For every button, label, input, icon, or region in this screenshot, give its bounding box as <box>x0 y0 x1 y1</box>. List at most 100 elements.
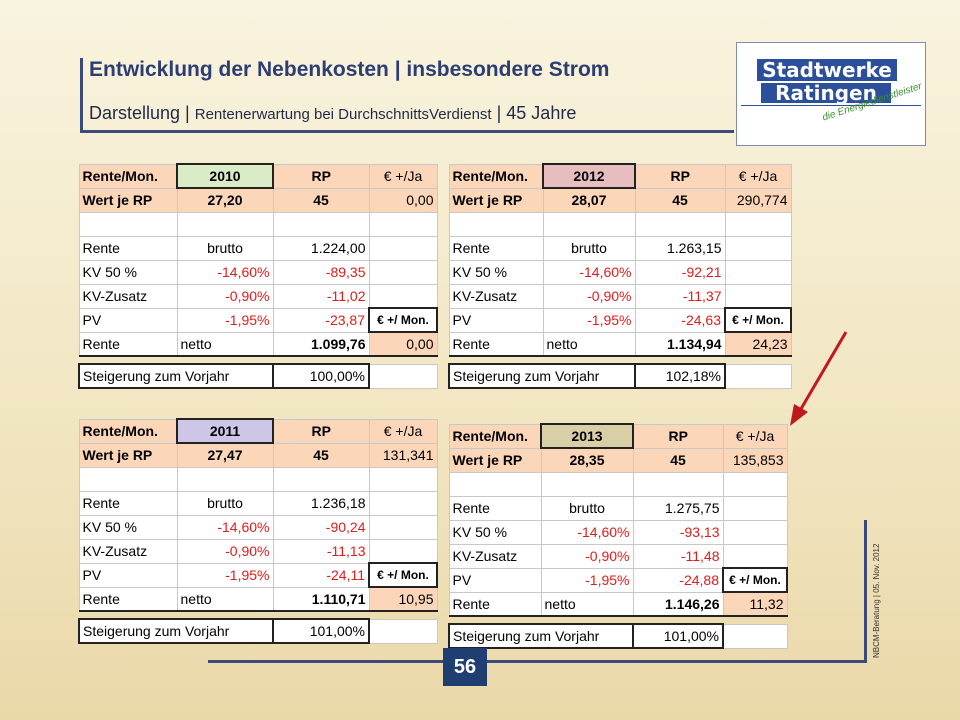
netto-label: Rente <box>448 331 544 357</box>
netto-sub: netto <box>176 586 274 612</box>
diff-ja-value: 290,774 <box>724 187 792 213</box>
row-label: KV-Zusatz <box>78 538 178 564</box>
row-value: 1.236,18 <box>272 490 370 516</box>
netto-diff: 10,95 <box>368 586 438 612</box>
row-value: -11,13 <box>272 538 370 564</box>
row-value: -24,63 <box>634 307 726 333</box>
subtitle-main: Darstellung | <box>89 103 190 123</box>
stadtwerke-logo: Stadtwerke Ratingen die Energiedienstlei… <box>736 42 926 146</box>
row-label: KV-Zusatz <box>448 283 544 309</box>
rente-mon-label: Rente/Mon. <box>78 418 178 444</box>
row-label: Rente <box>448 235 544 261</box>
netto-sub: netto <box>540 591 634 617</box>
year-cell: 2012 <box>542 163 636 189</box>
row-pct: -14,60% <box>176 259 274 285</box>
row-sub: brutto <box>176 490 274 516</box>
side-footer-text: NBCM-Beratung | 05. Nov. 2012 <box>872 543 881 658</box>
row-label: KV-Zusatz <box>78 283 178 309</box>
row-label: PV <box>448 567 542 593</box>
eur-ja-label: € +/Ja <box>722 423 788 449</box>
netto-sub: netto <box>176 331 274 357</box>
netto-value: 1.110,71 <box>272 586 370 612</box>
wert-value: 27,20 <box>176 187 274 213</box>
netto-label: Rente <box>448 591 542 617</box>
rente-table-2013: Rente/Mon. 2013 RP € +/Ja Wert je RP 28,… <box>448 423 788 649</box>
row-label: KV-Zusatz <box>448 543 542 569</box>
rp-value: 45 <box>272 442 370 468</box>
row-value: -90,24 <box>272 514 370 540</box>
steigerung-label: Steigerung zum Vorjahr <box>448 623 634 649</box>
year-cell: 2013 <box>540 423 634 449</box>
wert-value: 28,07 <box>542 187 636 213</box>
rp-label: RP <box>272 163 370 189</box>
rp-value: 45 <box>632 447 724 473</box>
steigerung-value: 101,00% <box>272 618 370 644</box>
netto-sub: netto <box>542 331 636 357</box>
eur-ja-label: € +/Ja <box>368 163 438 189</box>
rp-value: 45 <box>272 187 370 213</box>
netto-value: 1.099,76 <box>272 331 370 357</box>
netto-label: Rente <box>78 331 178 357</box>
steigerung-label: Steigerung zum Vorjahr <box>78 618 274 644</box>
logo-line1: Stadtwerke <box>757 59 897 81</box>
row-value: 1.224,00 <box>272 235 370 261</box>
netto-label: Rente <box>78 586 178 612</box>
row-sub: brutto <box>176 235 274 261</box>
wert-label: Wert je RP <box>448 447 542 473</box>
row-label: KV 50 % <box>78 259 178 285</box>
eur-mon-label: € +/ Mon. <box>722 567 788 593</box>
row-value: 1.275,75 <box>632 495 724 521</box>
row-pct: -0,90% <box>542 283 636 309</box>
wert-label: Wert je RP <box>448 187 544 213</box>
wert-value: 28,35 <box>540 447 634 473</box>
row-value: -11,02 <box>272 283 370 309</box>
row-label: Rente <box>448 495 542 521</box>
row-value: 1.263,15 <box>634 235 726 261</box>
year-cell: 2010 <box>176 163 274 189</box>
steigerung-value: 102,18% <box>634 363 726 389</box>
frame-top-line <box>82 130 734 133</box>
row-value: -89,35 <box>272 259 370 285</box>
diff-ja-value: 0,00 <box>368 187 438 213</box>
rp-label: RP <box>272 418 370 444</box>
wert-value: 27,47 <box>176 442 274 468</box>
slide-title: Entwicklung der Nebenkosten | insbesonde… <box>89 58 610 81</box>
frame-left-line <box>80 58 83 133</box>
rente-table-2011: Rente/Mon. 2011 RP € +/Ja Wert je RP 27,… <box>78 418 438 644</box>
netto-diff: 24,23 <box>724 331 792 357</box>
row-label: KV 50 % <box>78 514 178 540</box>
rente-mon-label: Rente/Mon. <box>448 163 544 189</box>
row-value: -11,37 <box>634 283 726 309</box>
eur-mon-label: € +/ Mon. <box>724 307 792 333</box>
row-sub: brutto <box>542 235 636 261</box>
row-sub: brutto <box>540 495 634 521</box>
steigerung-value: 100,00% <box>272 363 370 389</box>
row-pct: -14,60% <box>176 514 274 540</box>
row-label: PV <box>448 307 544 333</box>
steigerung-value: 101,00% <box>632 623 724 649</box>
logo-underline <box>741 105 921 106</box>
rente-table-2012: Rente/Mon. 2012 RP € +/Ja Wert je RP 28,… <box>448 163 792 389</box>
row-pct: -1,95% <box>176 562 274 588</box>
row-value: -24,88 <box>632 567 724 593</box>
row-value: -92,21 <box>634 259 726 285</box>
netto-value: 1.146,26 <box>632 591 724 617</box>
frame-bottom-line <box>208 660 867 663</box>
wert-label: Wert je RP <box>78 187 178 213</box>
eur-ja-label: € +/Ja <box>724 163 792 189</box>
subtitle-tail: | 45 Jahre <box>496 103 577 123</box>
subtitle-small: Rentenerwartung bei DurchschnittsVerdien… <box>194 106 492 123</box>
row-label: Rente <box>78 235 178 261</box>
row-value: -23,87 <box>272 307 370 333</box>
logo-line2: Ratingen <box>761 83 891 103</box>
rp-value: 45 <box>634 187 726 213</box>
red-arrow-icon <box>790 331 848 426</box>
rente-mon-label: Rente/Mon. <box>78 163 178 189</box>
row-pct: -0,90% <box>176 283 274 309</box>
row-label: KV 50 % <box>448 519 542 545</box>
row-pct: -14,60% <box>540 519 634 545</box>
page-number: 56 <box>443 648 487 686</box>
rp-label: RP <box>632 423 724 449</box>
row-value: -11,48 <box>632 543 724 569</box>
row-pct: -1,95% <box>542 307 636 333</box>
